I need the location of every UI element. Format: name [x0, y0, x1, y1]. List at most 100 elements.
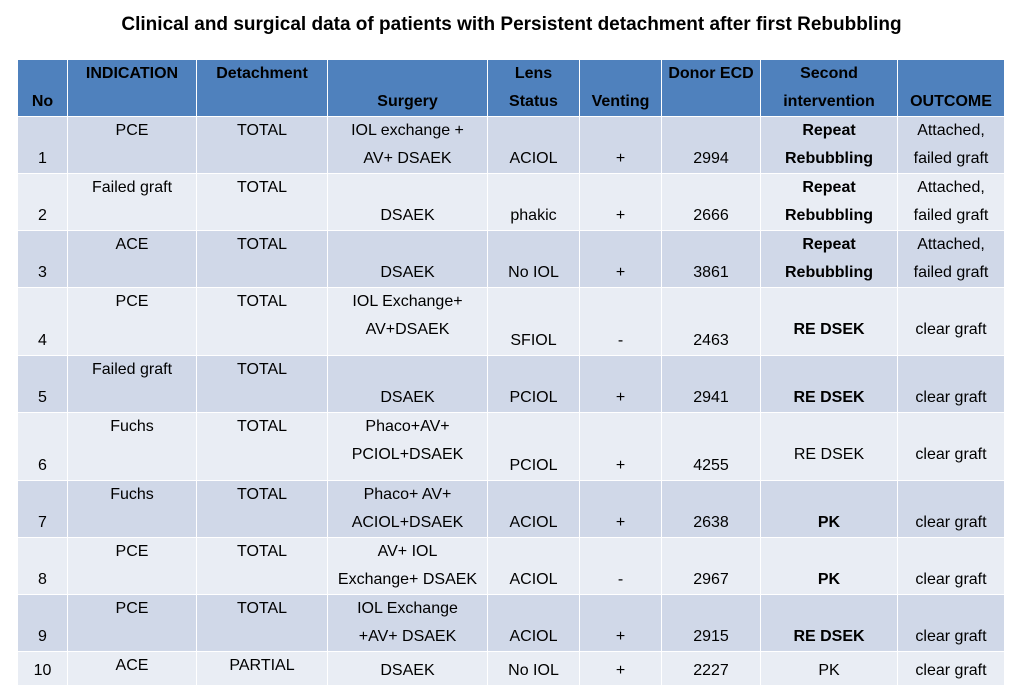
cell-lens-status: No IOL [487, 230, 580, 288]
cell-surgery: Phaco+ AV+ ACIOL+DSAEK [327, 480, 488, 538]
cell-outcome: clear graft [897, 355, 1005, 413]
cell-second-line1 [763, 595, 895, 623]
cell-donor-ecd: 2463 [661, 287, 761, 356]
cell-outcome-line2: failed graft [913, 150, 989, 167]
cell-second-intervention: RE DSEK [760, 412, 898, 481]
header-second-line1: Second [800, 65, 858, 82]
cell-outcome: Attached, failed graft [897, 173, 1005, 231]
header-lens-line1: Lens [514, 65, 553, 82]
cell-second-line1: Repeat [802, 236, 856, 253]
cell-surgery-line2: +AV+ DSAEK [358, 628, 457, 645]
cell-second-line2: RE DSEK [793, 389, 865, 406]
cell-lens-status: ACIOL [487, 537, 580, 595]
cell-surgery-line1 [330, 231, 485, 259]
table-row: 1 PCE TOTAL IOL exchange + AV+ DSAEK ACI… [17, 116, 1005, 174]
cell-surgery: IOL Exchange +AV+ DSAEK [327, 594, 488, 652]
cell-outcome-line1 [900, 356, 1002, 384]
cell-surgery-line2: DSAEK [380, 207, 435, 224]
cell-no: 7 [17, 480, 68, 538]
cell-surgery: DSAEK [327, 651, 488, 686]
cell-surgery: DSAEK [327, 173, 488, 231]
cell-outcome: clear graft [897, 287, 1005, 356]
cell-second-intervention: Repeat Rebubbling [760, 230, 898, 288]
cell-outcome: clear graft [897, 480, 1005, 538]
cell-no: 2 [17, 173, 68, 231]
cell-second-line2: PK [817, 514, 841, 531]
header-second-line2: intervention [783, 93, 875, 110]
cell-venting: + [579, 355, 662, 413]
cell-donor-ecd: 2666 [661, 173, 761, 231]
cell-second-line2: RE DSEK [793, 446, 865, 463]
cell-detachment: TOTAL [196, 173, 328, 231]
cell-second-intervention: RE DSEK [760, 594, 898, 652]
cell-no: 3 [17, 230, 68, 288]
cell-surgery: IOL Exchange+ AV+DSAEK [327, 287, 488, 356]
cell-surgery-line1: AV+ IOL [377, 543, 438, 560]
cell-second-line1 [763, 288, 895, 316]
cell-outcome: Attached, failed graft [897, 116, 1005, 174]
cell-venting: + [579, 651, 662, 686]
cell-second-intervention: PK [760, 651, 898, 686]
header-detachment: Detachment [196, 59, 328, 117]
header-lens-status: Lens Status [487, 59, 580, 117]
header-donor-ecd: Donor ECD [661, 59, 761, 117]
cell-lens-status: phakic [487, 173, 580, 231]
cell-indication: PCE [67, 594, 197, 652]
cell-indication: PCE [67, 287, 197, 356]
cell-lens-status: ACIOL [487, 594, 580, 652]
header-donor-line2: ECD [719, 65, 754, 82]
cell-outcome: clear graft [897, 651, 1005, 686]
cell-detachment: TOTAL [196, 230, 328, 288]
cell-no: 4 [17, 287, 68, 356]
cell-second-line1 [763, 481, 895, 509]
cell-lens-status: ACIOL [487, 116, 580, 174]
cell-second-line1 [763, 538, 895, 566]
page-title: Clinical and surgical data of patients w… [121, 14, 902, 35]
cell-detachment: TOTAL [196, 480, 328, 538]
cell-lens-status: PCIOL [487, 355, 580, 413]
cell-second-line2: RE DSEK [793, 628, 865, 645]
cell-second-line1: Repeat [802, 122, 856, 139]
table-row: 8 PCE TOTAL AV+ IOL Exchange+ DSAEK ACIO… [17, 537, 1005, 595]
header-lens-line2: Status [509, 93, 558, 110]
cell-venting: + [579, 116, 662, 174]
cell-venting: + [579, 480, 662, 538]
cell-outcome-line1 [900, 288, 1002, 316]
cell-detachment: TOTAL [196, 412, 328, 481]
cell-second-line2: PK [818, 662, 840, 679]
cell-surgery-line2: DSAEK [380, 662, 435, 679]
cell-indication: PCE [67, 116, 197, 174]
cell-surgery-line1: IOL exchange + [351, 122, 464, 139]
cell-outcome-line1 [900, 413, 1002, 441]
cell-second-intervention: Repeat Rebubbling [760, 116, 898, 174]
cell-outcome-line1 [900, 481, 1002, 509]
cell-lens-status: SFIOL [487, 287, 580, 356]
cell-donor-ecd: 3861 [661, 230, 761, 288]
cell-detachment: PARTIAL [196, 651, 328, 686]
cell-donor-ecd: 2941 [661, 355, 761, 413]
cell-donor-ecd: 2915 [661, 594, 761, 652]
header-donor-line1: Donor [668, 65, 716, 82]
cell-donor-ecd: 2227 [661, 651, 761, 686]
cell-second-intervention: RE DSEK [760, 287, 898, 356]
cell-second-line2: Rebubbling [785, 150, 873, 167]
cell-detachment: TOTAL [196, 287, 328, 356]
cell-second-line1 [763, 413, 895, 441]
cell-second-line1: Repeat [802, 179, 856, 196]
cell-outcome-line1: Attached, [917, 236, 985, 253]
header-no: No [17, 59, 68, 117]
cell-lens-status: ACIOL [487, 480, 580, 538]
cell-outcome: clear graft [897, 594, 1005, 652]
cell-outcome-line2: clear graft [915, 662, 987, 679]
cell-surgery-line2: DSAEK [380, 389, 435, 406]
cell-outcome-line2: clear graft [915, 571, 987, 588]
cell-second-line2: Rebubbling [785, 207, 873, 224]
table-row: 7 Fuchs TOTAL Phaco+ AV+ ACIOL+DSAEK ACI… [17, 480, 1005, 538]
cell-venting: + [579, 230, 662, 288]
cell-venting: + [579, 594, 662, 652]
cell-no: 5 [17, 355, 68, 413]
cell-surgery: DSAEK [327, 230, 488, 288]
cell-donor-ecd: 2967 [661, 537, 761, 595]
cell-outcome: clear graft [897, 412, 1005, 481]
cell-lens-status: PCIOL [487, 412, 580, 481]
